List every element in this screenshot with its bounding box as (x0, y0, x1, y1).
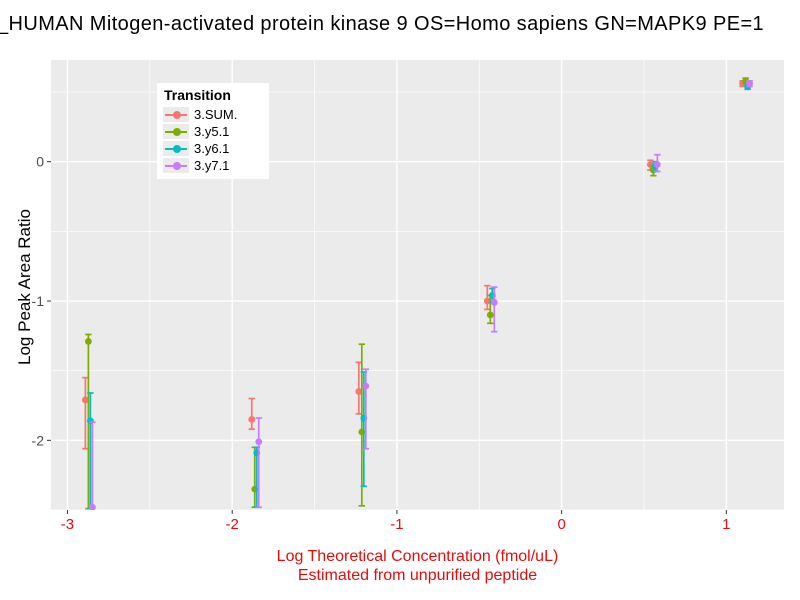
y-tick-label: -1 (32, 293, 45, 309)
data-point (88, 503, 96, 510)
series-3.y7.1 (88, 80, 754, 510)
x-tick-label: 1 (722, 516, 730, 533)
legend-key-icon (163, 124, 189, 139)
legend-label: 3.y6.1 (194, 141, 230, 156)
data-point (81, 396, 89, 404)
data-point (362, 382, 370, 390)
legend-item-3.y5.1: 3.y5.1 (163, 123, 263, 140)
data-point (255, 438, 263, 446)
y-tick-label: 0 (36, 154, 44, 170)
y-tick-label: -2 (32, 432, 45, 448)
x-axis-title-line2: Estimated from unpurified peptide (297, 567, 538, 584)
x-tick-label: -2 (226, 516, 239, 533)
series-3.SUM. (81, 80, 747, 450)
legend-label: 3.y5.1 (194, 124, 230, 139)
legend-item-3.y6.1: 3.y6.1 (163, 140, 263, 157)
legend-label: 3.SUM. (194, 107, 238, 122)
data-point (483, 297, 491, 305)
legend-label: 3.y7.1 (194, 158, 230, 173)
legend-key-icon (163, 158, 189, 173)
data-point (84, 338, 92, 345)
data-point (490, 299, 498, 306)
x-axis-title-line1: Log Theoretical Concentration (fmol/uL) (276, 548, 559, 565)
data-point (746, 80, 754, 88)
y-axis-title: Log Peak Area Ratio (15, 209, 34, 365)
legend-key-icon (163, 107, 189, 122)
legend-box: Transition 3.SUM. 3.y5.1 3.y6.1 3.y7.1 (157, 83, 269, 179)
legend-title: Transition (164, 87, 231, 103)
data-point (486, 311, 494, 319)
legend-rows: 3.SUM. 3.y5.1 3.y6.1 3.y7.1 (163, 106, 263, 174)
x-tick-label: -3 (61, 516, 74, 533)
legend-key-icon (163, 141, 189, 156)
legend-item-3.SUM.: 3.SUM. (163, 106, 263, 123)
data-point (248, 416, 256, 423)
data-point (355, 388, 363, 395)
x-tick-label: 0 (557, 516, 565, 533)
data-point (653, 161, 661, 168)
x-tick-label: -1 (390, 516, 403, 533)
legend-item-3.y7.1: 3.y7.1 (163, 157, 263, 174)
plot-title: _HUMAN Mitogen-activated protein kinase … (0, 13, 765, 35)
